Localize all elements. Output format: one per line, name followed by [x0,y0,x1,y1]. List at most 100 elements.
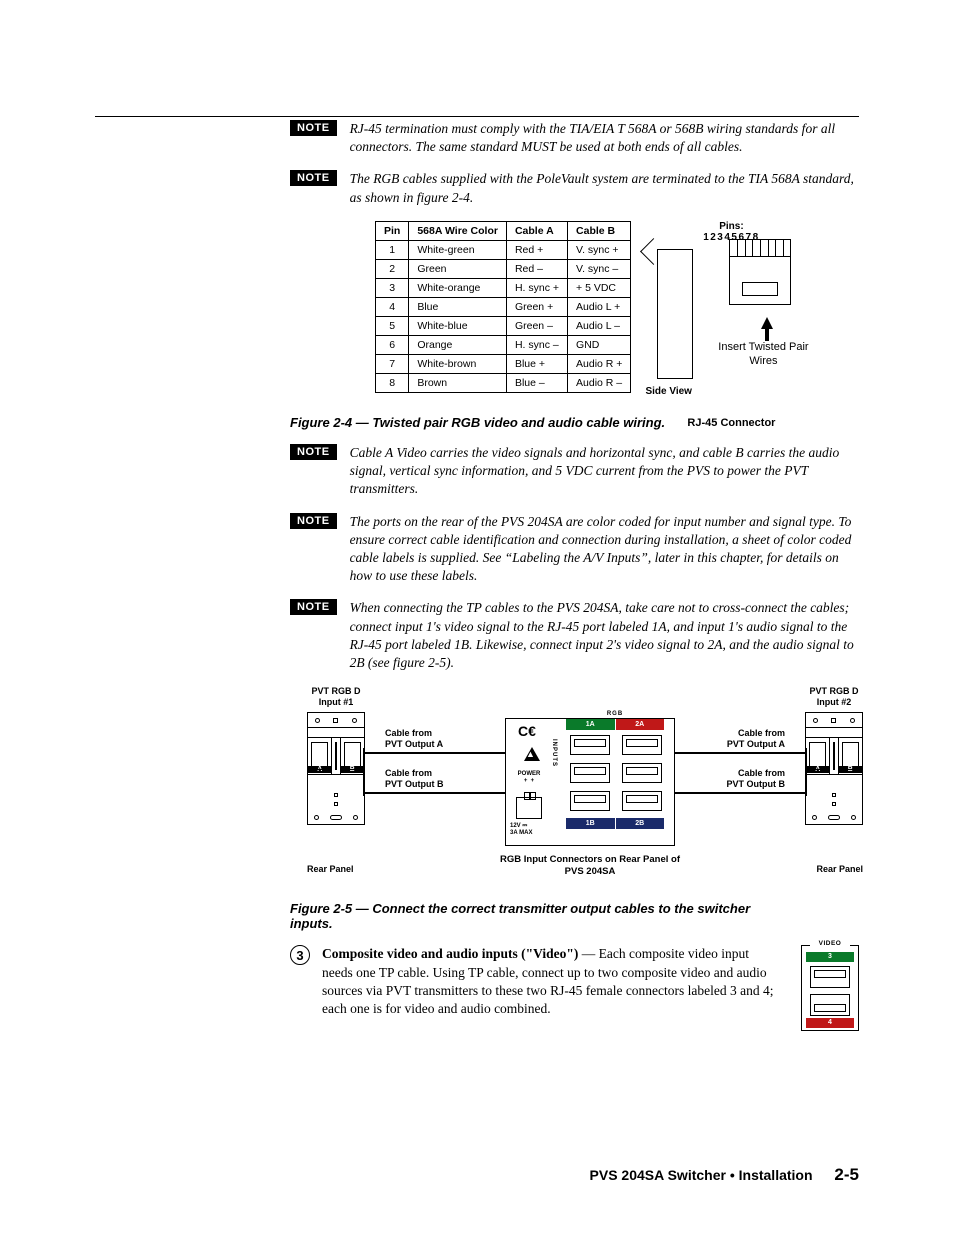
port-a-label: A [806,766,829,773]
rgb-header: 1A 2A [566,719,664,730]
note-text: The RGB cables supplied with the PoleVau… [350,170,859,206]
pinout-figure: Pin 568A Wire Color Cable A Cable B 1Whi… [375,221,859,393]
th-pin: Pin [376,221,409,240]
step-number: 3 [290,945,310,965]
arrow-stem-icon [765,327,769,341]
table-cell: H. sync + [506,278,567,297]
footer-page: 2-5 [834,1165,859,1184]
table-cell: 5 [376,316,409,335]
rear-panel-label-right: Rear Panel [816,864,863,874]
note-badge: NOTE [290,444,337,460]
table-cell: White-orange [409,278,507,297]
power-spec: 12V ⎓3A MAX [510,823,532,836]
rj45-port-1b [570,791,610,811]
table-cell: H. sync – [506,335,567,354]
rj45-port-mid2 [622,763,662,783]
pvt2-box: A B [805,712,863,825]
step-bold: Composite video and audio inputs ("Video… [322,946,578,961]
page-footer: PVS 204SA Switcher • Installation 2-5 [590,1165,859,1185]
table-row: 4BlueGreen +Audio L + [376,297,631,316]
hdr-2a: 2A [616,719,665,730]
video-port-3-icon [810,966,850,988]
connector-side-icon [657,249,693,379]
table-cell: Blue + [506,354,567,373]
rj45-port-2a [622,735,662,755]
th-cable-b: Cable B [568,221,631,240]
rj45-caption: RJ-45 Connector [651,417,811,429]
cable-a-label-right: Cable fromPVT Output A [727,728,785,749]
table-cell: V. sync – [568,259,631,278]
ce-mark-icon: C€ [518,723,536,739]
table-cell: Green – [506,316,567,335]
video-port-4-label: 4 [806,1018,854,1028]
table-cell: White-brown [409,354,507,373]
table-row: 2GreenRed –V. sync – [376,259,631,278]
rj45-port-mid1 [570,763,610,783]
rj45-port-1a [570,735,610,755]
table-cell: Red + [506,240,567,259]
note-4: NOTE The ports on the rear of the PVS 20… [290,513,859,586]
step-text: Composite video and audio inputs ("Video… [322,945,783,1031]
th-cable-a: Cable A [506,221,567,240]
table-cell: 4 [376,297,409,316]
video-port-4-icon [810,994,850,1016]
page-content: NOTE RJ-45 termination must comply with … [0,0,954,1091]
table-cell: 3 [376,278,409,297]
port-b-label: B [839,766,862,773]
pvt1-box: A B [307,712,365,825]
table-cell: Red – [506,259,567,278]
note-badge: NOTE [290,120,337,136]
table-cell: 2 [376,259,409,278]
table-row: 8BrownBlue –Audio R – [376,373,631,392]
footer-title: PVS 204SA Switcher • Installation [590,1167,813,1183]
header-rule [95,116,859,117]
note-text: The ports on the rear of the PVS 204SA a… [350,513,859,586]
table-cell: Orange [409,335,507,354]
pvs-rear-panel: C€ INPUTS POWER+ + 12V ⎓3A MAX 1A 2A 1B … [505,718,675,846]
th-color: 568A Wire Color [409,221,507,240]
table-cell: Green + [506,297,567,316]
pvt1-title: PVT RGB D Input #1 [301,686,371,707]
power-label: POWER+ + [512,771,546,784]
cable-a-label-left: Cable fromPVT Output A [385,728,443,749]
insert-label: Insert Twisted Pair Wires [715,341,811,369]
table-cell: 6 [376,335,409,354]
caution-icon [524,747,540,761]
cable-b-label-right: Cable fromPVT Output B [727,768,786,789]
port-a-label: A [308,766,331,773]
table-cell: Green [409,259,507,278]
rear-panel-label-left: Rear Panel [307,864,354,874]
table-cell: GND [568,335,631,354]
video-connector-diagram: VIDEO 3 4 [801,945,859,1031]
side-view-label: Side View [645,386,692,397]
table-cell: White-green [409,240,507,259]
center-panel-caption: RGB Input Connectors on Rear Panel of PV… [495,854,685,877]
inputs-label: INPUTS [551,739,557,767]
figure-2-5-caption: Figure 2-5 — Connect the correct transmi… [290,901,790,931]
table-cell: 1 [376,240,409,259]
pins-label: Pins: [651,221,811,232]
pvt2-title: PVT RGB D Input #2 [799,686,869,707]
table-cell: Blue – [506,373,567,392]
table-row: 6OrangeH. sync –GND [376,335,631,354]
note-badge: NOTE [290,599,337,615]
note-text: When connecting the TP cables to the PVS… [350,599,859,672]
table-row: 1White-greenRed +V. sync + [376,240,631,259]
port-b-label: B [341,766,364,773]
note-text: RJ-45 termination must comply with the T… [350,120,859,156]
note-2: NOTE The RGB cables supplied with the Po… [290,170,859,206]
note-3: NOTE Cable A Video carries the video sig… [290,444,859,499]
wiring-figure: PVT RGB D Input #1 PVT RGB D Input #2 A … [305,686,865,891]
cable-b-label-left: Cable fromPVT Output B [385,768,444,789]
table-cell: Audio R + [568,354,631,373]
bottom-header: 1B 2B [566,818,664,829]
table-cell: Blue [409,297,507,316]
video-port-3-label: 3 [806,952,854,962]
note-badge: NOTE [290,170,337,186]
hdr-1b: 1B [566,818,616,829]
hdr-1a: 1A [566,719,616,730]
power-jack-icon [516,797,542,819]
wire [805,748,807,796]
note-1: NOTE RJ-45 termination must comply with … [290,120,859,156]
table-cell: White-blue [409,316,507,335]
